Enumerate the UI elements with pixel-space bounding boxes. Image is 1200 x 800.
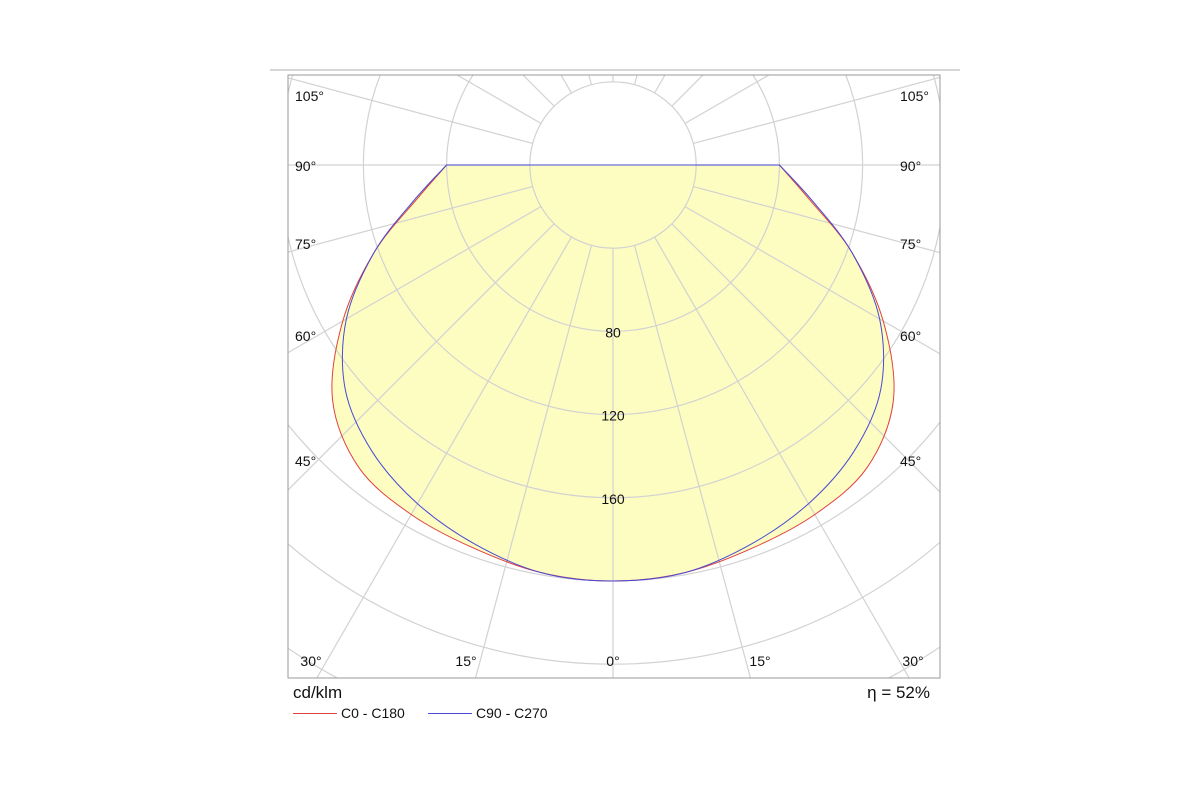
- grid-spoke--30: [316, 236, 572, 678]
- legend-item-c0-c180: C0 - C180: [293, 705, 405, 721]
- grid-spoke--15: [474, 245, 593, 678]
- angle-label-right: 60°: [900, 328, 921, 344]
- grid-spoke--45: [288, 223, 555, 491]
- grid-spoke-165: [633, 75, 638, 85]
- angle-label-bottom: 30°: [300, 653, 321, 669]
- grid-spoke-30: [654, 236, 910, 678]
- grid-spoke--135: [522, 75, 555, 107]
- radial-tick-label: 120: [601, 408, 625, 424]
- legend-label-c90-c270: C90 - C270: [476, 705, 548, 721]
- legend-label-c0-c180: C0 - C180: [341, 705, 405, 721]
- grid-spoke-60: [684, 206, 940, 355]
- angle-label-right: 45°: [900, 453, 921, 469]
- angle-label-right: 75°: [900, 236, 921, 252]
- series-line-1: [341, 164, 885, 582]
- grid-spoke-75: [693, 185, 940, 254]
- grid-spoke-45: [671, 223, 940, 493]
- efficiency-label: η = 52%: [867, 683, 930, 702]
- angle-label-left: 60°: [295, 328, 316, 344]
- legend-item-c90-c270: C90 - C270: [428, 705, 548, 721]
- grid-spoke--150: [560, 75, 572, 94]
- angle-label-right: 90°: [900, 158, 921, 174]
- angle-label-left: 105°: [295, 88, 324, 104]
- grid-spoke-150: [654, 75, 666, 94]
- angle-label-bottom: 15°: [749, 653, 770, 669]
- legend-swatch-c90-c270: [428, 712, 472, 714]
- unit-label: cd/klm: [293, 683, 343, 702]
- angle-label-left: 90°: [295, 158, 316, 174]
- grid-spoke-15: [633, 245, 752, 678]
- grid-spoke-105: [693, 76, 940, 145]
- grid-spoke--105: [288, 77, 533, 145]
- plot-frame: [287, 74, 941, 679]
- grid-spoke--75: [288, 185, 533, 253]
- grid-spoke-120: [684, 75, 771, 124]
- angle-label-left: 75°: [295, 236, 316, 252]
- angle-label-bottom: 30°: [902, 653, 923, 669]
- angle-label-right: 105°: [900, 88, 929, 104]
- radial-tick-label: 80: [605, 324, 621, 340]
- grid-spoke--165: [588, 75, 593, 85]
- grid-spoke--120: [455, 75, 542, 124]
- angle-label-bottom: 0°: [606, 653, 619, 669]
- angle-label-bottom: 15°: [455, 653, 476, 669]
- grid-spoke-135: [671, 75, 704, 107]
- legend-swatch-c0-c180: [293, 712, 337, 714]
- angle-label-left: 45°: [295, 453, 316, 469]
- grid-spoke--60: [288, 206, 542, 354]
- radial-tick-label: 160: [601, 491, 625, 507]
